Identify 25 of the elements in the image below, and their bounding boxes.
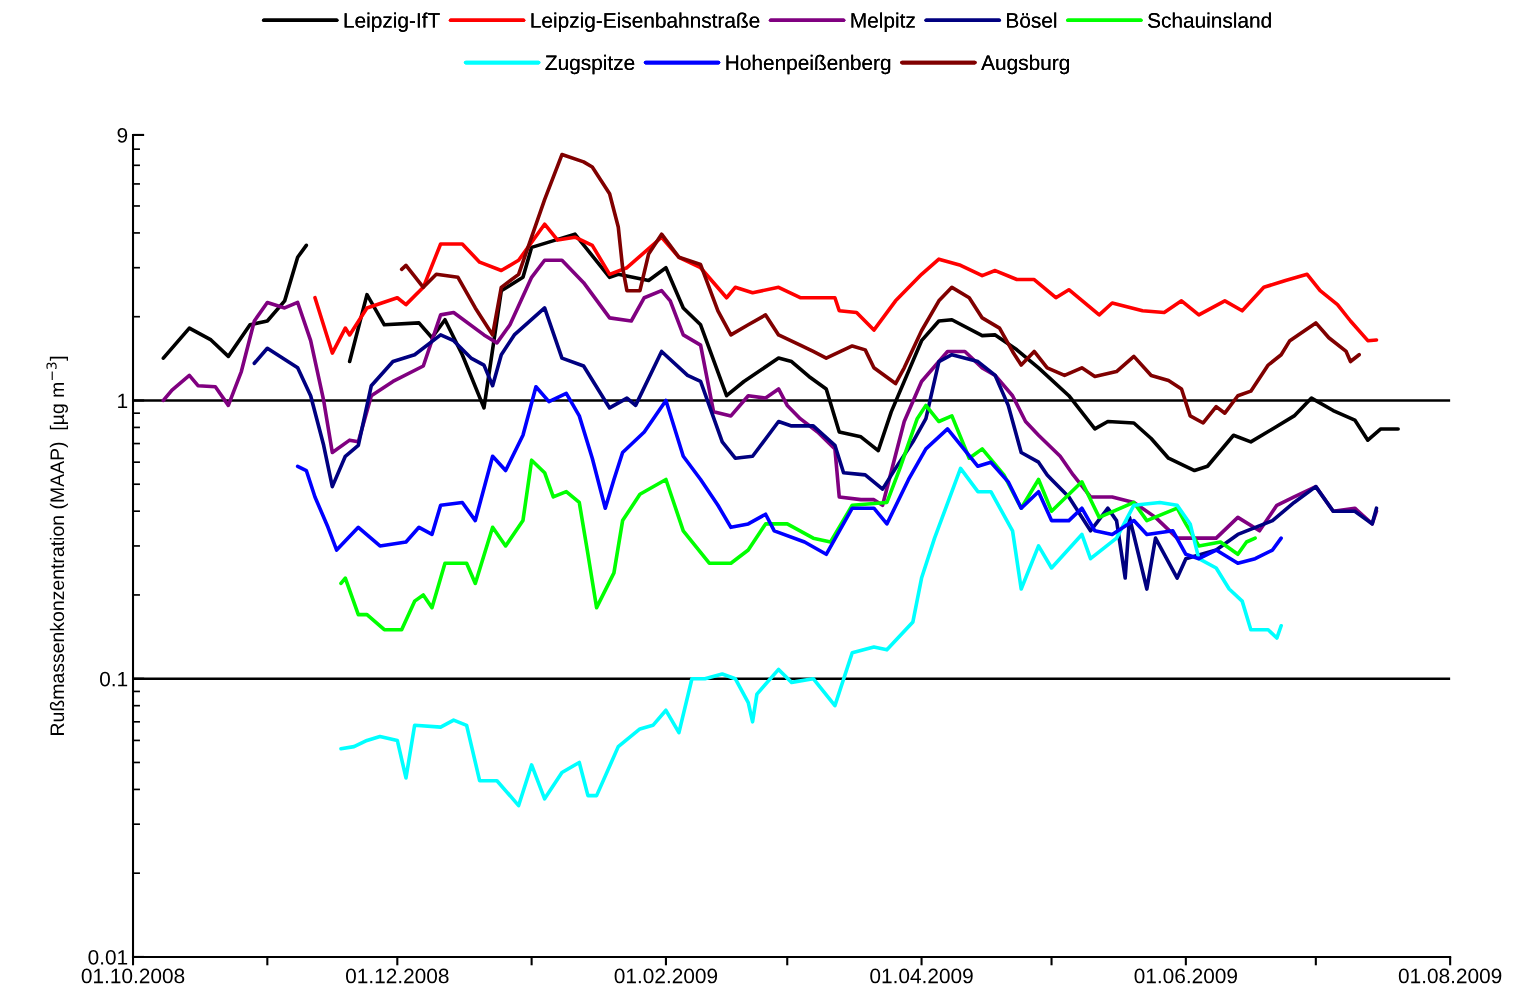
x-tick-label: 01.10.2008 bbox=[81, 968, 185, 984]
x-tick-label: 01.02.2009 bbox=[614, 968, 718, 984]
line-series bbox=[295, 384, 1283, 566]
x-tick-label: 01.04.2009 bbox=[870, 968, 973, 984]
y-tick-label: 9 bbox=[117, 127, 128, 143]
y-tick-label: 0.1 bbox=[100, 671, 128, 687]
line-series bbox=[313, 222, 1379, 355]
line-series bbox=[339, 466, 1283, 808]
legend-label: Leipzig-Eisenbahnstraße bbox=[531, 12, 760, 32]
legend-label: Hohenpeißenberg bbox=[726, 54, 891, 75]
legend-label: Schauinsland bbox=[1148, 12, 1271, 28]
x-tick-label: 01.08.2009 bbox=[1398, 968, 1502, 984]
y-tick-label: 1 bbox=[118, 393, 128, 408]
legend-label: Melpitz bbox=[851, 12, 915, 32]
y-axis-title: Rußmassenkonzentration (MAAP) [µg m$^{−3}$] bbox=[46, 356, 68, 735]
line-series bbox=[399, 152, 1361, 425]
line-series bbox=[252, 306, 1379, 591]
legend-label: Zugspitze bbox=[545, 54, 635, 75]
legend-label: Leipzig-IfT bbox=[344, 12, 440, 32]
line-series bbox=[339, 403, 1257, 632]
x-tick-label: 01.06.2009 bbox=[1134, 968, 1237, 984]
x-tick-label: 01.12.2008 bbox=[345, 968, 449, 984]
legend-label: Augsburg bbox=[981, 54, 1069, 75]
legend-label: Bösel bbox=[1007, 12, 1057, 28]
y-tick-label: 0.01 bbox=[88, 949, 128, 965]
